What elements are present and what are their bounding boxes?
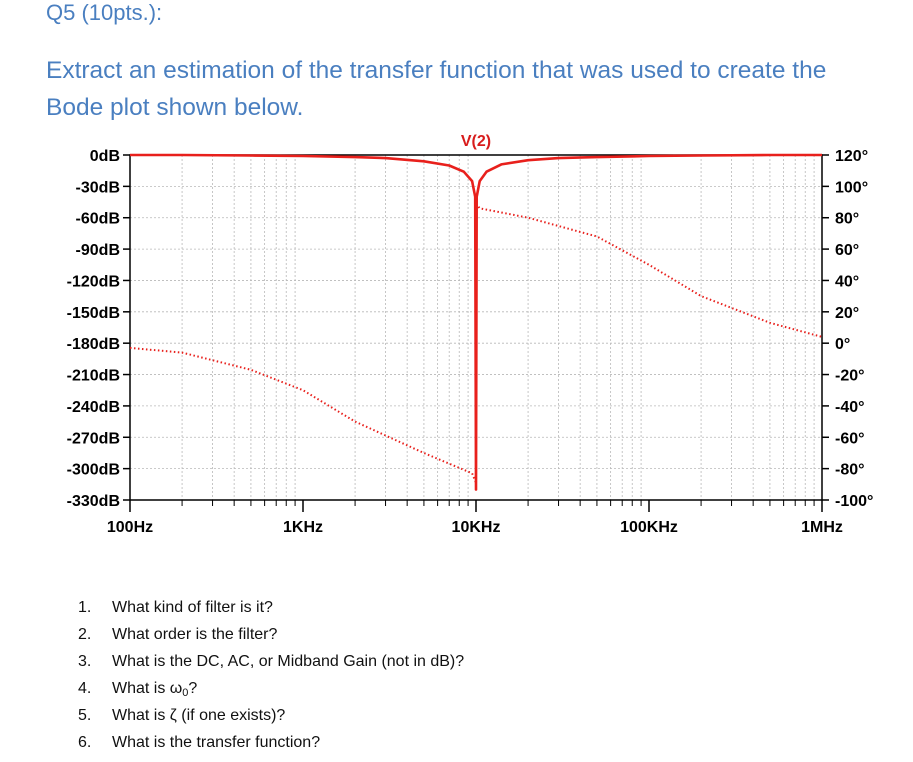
question-text: What order is the filter? xyxy=(112,626,278,643)
y-right-tick-label: 100° xyxy=(835,179,868,196)
question-item: 4. What is ω0? xyxy=(78,677,464,704)
question-item: 2. What order is the filter? xyxy=(78,623,464,650)
y-left-tick-label: -300dB xyxy=(67,462,120,479)
question-number: 2. xyxy=(78,626,92,643)
axis-labels: 0dB 120° -30dB 100° -60dB 80° -90dB 60° -120dB 40… xyxy=(67,148,874,536)
y-left-tick-label: 0dB xyxy=(90,148,120,165)
y-left-tick-label: -120dB xyxy=(67,273,120,290)
omega-symbol: ω xyxy=(169,680,183,697)
y-left-tick-label: -270dB xyxy=(67,430,120,447)
question-item: 1. What kind of filter is it? xyxy=(78,596,464,623)
x-tick-label: 100Hz xyxy=(107,519,153,536)
y-right-tick-label: 20° xyxy=(835,305,859,322)
question-heading: Q5 (10pts.): xyxy=(46,0,163,25)
trace-label: V(2) xyxy=(461,133,491,150)
question-number: 3. xyxy=(78,653,92,670)
x-tick-label: 10KHz xyxy=(452,519,501,536)
plot-traces xyxy=(129,153,823,491)
x-tick-label: 1KHz xyxy=(283,519,323,536)
y-left-tick-label: -240dB xyxy=(67,399,120,416)
phase-trace xyxy=(475,202,823,338)
question-item: 3. What is the DC, AC, or Midband Gain (n… xyxy=(78,650,464,677)
question-number: 5. xyxy=(78,707,92,724)
question-item: 6. What is the transfer function? xyxy=(78,731,464,758)
y-left-tick-label: -210dB xyxy=(67,368,120,385)
y-right-tick-label: -80° xyxy=(835,462,865,479)
y-left-tick-label: -180dB xyxy=(67,336,120,353)
plot-ticks xyxy=(123,154,829,512)
y-right-tick-label: -20° xyxy=(835,368,865,385)
question-text: What is the transfer function? xyxy=(112,734,321,751)
question-text: What is ζ (if one exists)? xyxy=(112,707,286,724)
question-number: 1. xyxy=(78,599,92,616)
question-text-end: ? xyxy=(188,680,198,697)
question-list: 1. What kind of filter is it? 2. What orde… xyxy=(78,596,464,758)
y-left-tick-label: -90dB xyxy=(76,242,120,259)
y-right-tick-label: -100° xyxy=(835,493,873,510)
y-left-tick-label: -330dB xyxy=(67,493,120,510)
bode-plot: 0dB 120° -30dB 100° -60dB 80° -90dB 60° -120dB 40… xyxy=(67,133,874,536)
y-right-tick-label: -40° xyxy=(835,399,865,416)
y-right-tick-label: 120° xyxy=(835,148,868,165)
x-tick-label: 100KHz xyxy=(620,519,678,536)
y-left-tick-label: -60dB xyxy=(76,211,120,228)
y-right-tick-label: 60° xyxy=(835,242,859,259)
plot-grid xyxy=(130,155,822,500)
question-number: 6. xyxy=(78,734,92,751)
y-right-tick-label: 80° xyxy=(835,211,859,228)
y-right-tick-label: -60° xyxy=(835,430,865,447)
omega-subscript: 0 xyxy=(182,687,189,699)
question-item: 5. What is ζ (if one exists)? xyxy=(78,704,464,731)
question-text: What kind of filter is it? xyxy=(112,599,273,616)
y-left-tick-label: -30dB xyxy=(76,179,120,196)
y-left-tick-label: -150dB xyxy=(67,305,120,322)
question-text: What is the DC, AC, or Midband Gain (not… xyxy=(112,653,465,670)
magnitude-trace xyxy=(130,153,822,491)
question-number: 4. xyxy=(78,680,92,697)
x-tick-label: 1MHz xyxy=(801,519,843,536)
y-right-tick-label: 40° xyxy=(835,273,859,290)
y-right-tick-label: 0° xyxy=(835,336,850,353)
question-intro: Extract an estimation of the transfer fu… xyxy=(46,57,827,121)
phase-trace xyxy=(129,346,477,484)
question-text: What is xyxy=(112,680,170,697)
